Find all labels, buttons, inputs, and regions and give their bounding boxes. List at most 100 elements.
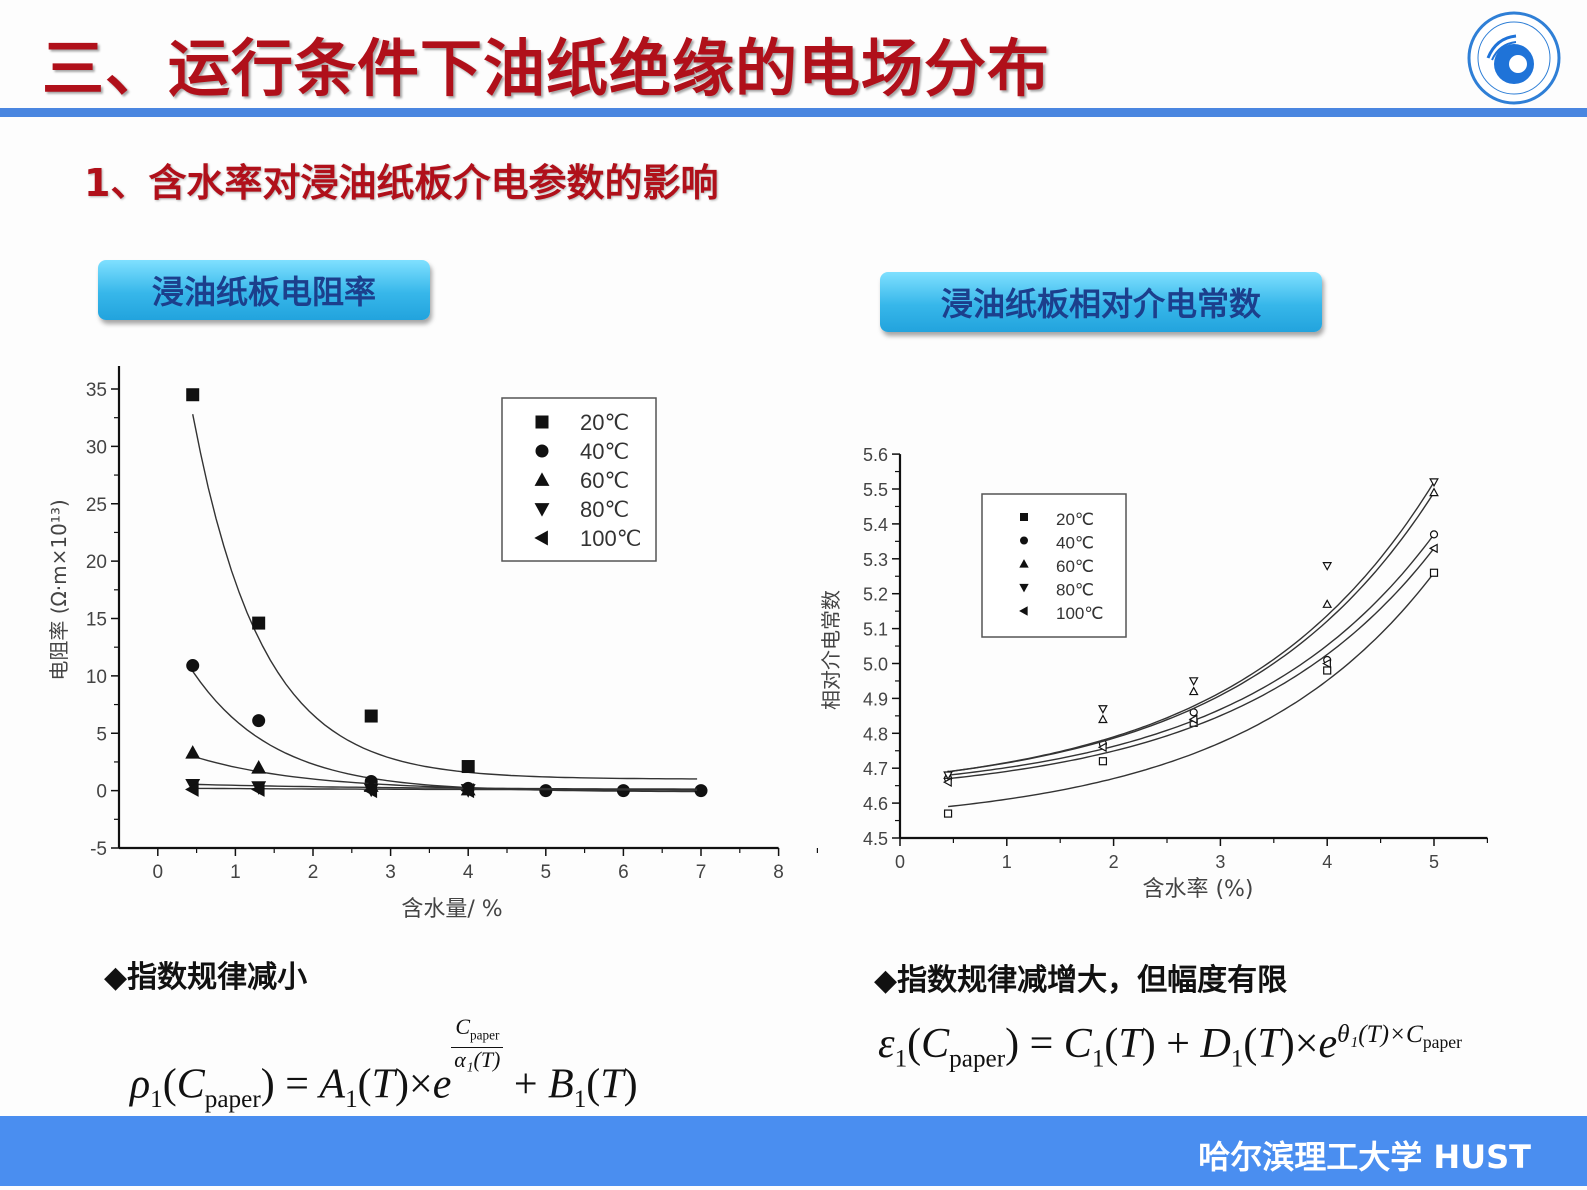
- data-point: [1097, 742, 1107, 753]
- series-100℃: [185, 782, 698, 799]
- x-tick-label: 5: [541, 862, 552, 883]
- fit-curve: [192, 787, 698, 791]
- x-tick-label: 8: [773, 862, 784, 883]
- x-axis-label: 含水量/ %: [401, 897, 502, 922]
- legend-marker: [1019, 583, 1029, 593]
- data-point: [1188, 677, 1199, 687]
- legend: 20℃ 40℃ 60℃ 80℃ 100℃: [981, 493, 1127, 638]
- permittivity-formula: ε1(Cpaper) = C1(T) + D1(T)×eθ₁(T)×Cpaper: [878, 1021, 1462, 1073]
- y-tick-label: 4.8: [863, 724, 888, 744]
- data-point: [186, 659, 200, 673]
- x-tick-label: 0: [895, 852, 905, 872]
- resistivity-label-badge: 浸油纸板电阻率: [98, 260, 430, 320]
- university-seal-icon: [1467, 11, 1561, 105]
- permittivity-label-badge: 浸油纸板相对介电常数: [880, 272, 1322, 332]
- data-point: [539, 784, 553, 798]
- legend-marker: [535, 444, 549, 458]
- y-tick-label: 5.5: [863, 480, 888, 500]
- header-divider: [0, 108, 1587, 117]
- legend-label: 20℃: [1056, 510, 1094, 529]
- data-point: [1098, 705, 1108, 714]
- legend-marker: [534, 503, 550, 517]
- x-tick-label: 2: [308, 862, 319, 883]
- legend-label: 80℃: [1056, 581, 1094, 600]
- x-tick-label: 7: [696, 862, 707, 883]
- y-tick-label: 5.2: [863, 585, 888, 605]
- x-tick-label: 4: [463, 862, 474, 883]
- y-tick-label: 10: [86, 667, 107, 688]
- slide-title: 三、运行条件下油纸绝缘的电场分布: [42, 32, 1051, 105]
- data-point: [942, 777, 952, 788]
- legend-label: 60℃: [580, 468, 629, 493]
- data-point: [461, 760, 475, 774]
- x-tick-label: 3: [1215, 852, 1225, 872]
- legend-label: 100℃: [1056, 604, 1103, 623]
- series-80℃: [943, 478, 1439, 781]
- legend-label: 80℃: [580, 497, 629, 522]
- y-tick-label: 5.4: [863, 515, 888, 535]
- legend-marker: [1020, 513, 1028, 521]
- data-point: [185, 782, 199, 797]
- series-100℃: [942, 543, 1438, 788]
- y-tick-label: -5: [90, 839, 107, 860]
- series-40℃: [186, 659, 708, 798]
- data-point: [1322, 562, 1333, 571]
- legend-label: 40℃: [1056, 534, 1094, 553]
- data-point: [1098, 757, 1108, 766]
- fit-curve: [192, 783, 698, 790]
- data-point: [1188, 686, 1199, 696]
- series-20℃: [943, 568, 1439, 818]
- data-point: [252, 714, 266, 728]
- data-point: [1098, 714, 1108, 724]
- data-point: [616, 784, 630, 798]
- permittivity-conclusion: ◆指数规律减增大，但幅度有限: [874, 963, 1288, 998]
- y-tick-label: 20: [86, 552, 107, 573]
- data-point: [1429, 478, 1439, 488]
- fit-curve: [192, 414, 698, 780]
- data-point: [1429, 487, 1439, 497]
- data-point: [185, 745, 201, 759]
- y-tick-label: 4.7: [863, 759, 888, 779]
- y-tick-label: 35: [86, 380, 107, 401]
- data-point: [1428, 543, 1438, 554]
- y-tick-label: 15: [86, 610, 107, 631]
- data-point: [1322, 658, 1331, 669]
- x-axis-label: 含水率 (%): [1142, 877, 1253, 902]
- y-axis-label: 电阻率 (Ω·m×10¹³): [47, 499, 71, 680]
- data-point: [1429, 568, 1439, 577]
- legend-marker: [1019, 606, 1028, 616]
- legend-marker: [1020, 536, 1028, 545]
- y-tick-label: 5.1: [863, 620, 888, 640]
- legend-label: 60℃: [1056, 557, 1094, 576]
- legend-marker: [534, 530, 548, 546]
- footer-bar: 哈尔滨理工大学 HUST: [0, 1116, 1587, 1186]
- fit-curve: [948, 481, 1435, 773]
- footer-institution: 哈尔滨理工大学 HUST: [1198, 1138, 1531, 1176]
- x-tick-label: 1: [1002, 852, 1012, 872]
- y-tick-label: 4.5: [863, 829, 888, 849]
- resistivity-formula: ρ1(Cpaper) = A1(T)×e Cpaper α₁(T) + B1(T): [130, 1014, 638, 1113]
- data-point: [460, 783, 475, 799]
- data-point: [186, 388, 200, 402]
- legend-label: 40℃: [580, 439, 629, 464]
- x-tick-label: 5: [1429, 852, 1439, 872]
- fit-curve: [948, 533, 1435, 776]
- series-20℃: [186, 388, 698, 780]
- y-tick-label: 4.6: [863, 794, 888, 814]
- y-tick-label: 5: [96, 724, 107, 745]
- x-tick-label: 3: [385, 862, 396, 883]
- data-point: [1322, 599, 1333, 608]
- data-point: [1188, 714, 1198, 725]
- data-point: [251, 782, 265, 797]
- fit-curve: [192, 670, 698, 793]
- x-tick-label: 6: [618, 862, 629, 883]
- x-tick-label: 4: [1322, 852, 1332, 872]
- legend-marker: [1019, 559, 1029, 568]
- x-tick-label: 2: [1109, 852, 1119, 872]
- y-tick-label: 30: [86, 437, 107, 458]
- permittivity-chart: 0 1 2 3 4 5 4.5 4.6 4.7 4.8 4.9 5.0 5.1 5.2 5.3 5.4 5.5 5…: [819, 445, 1489, 902]
- data-point: [363, 783, 378, 799]
- data-point: [943, 771, 953, 781]
- section-subtitle: 1、含水率对浸油纸板介电参数的影响: [84, 161, 719, 205]
